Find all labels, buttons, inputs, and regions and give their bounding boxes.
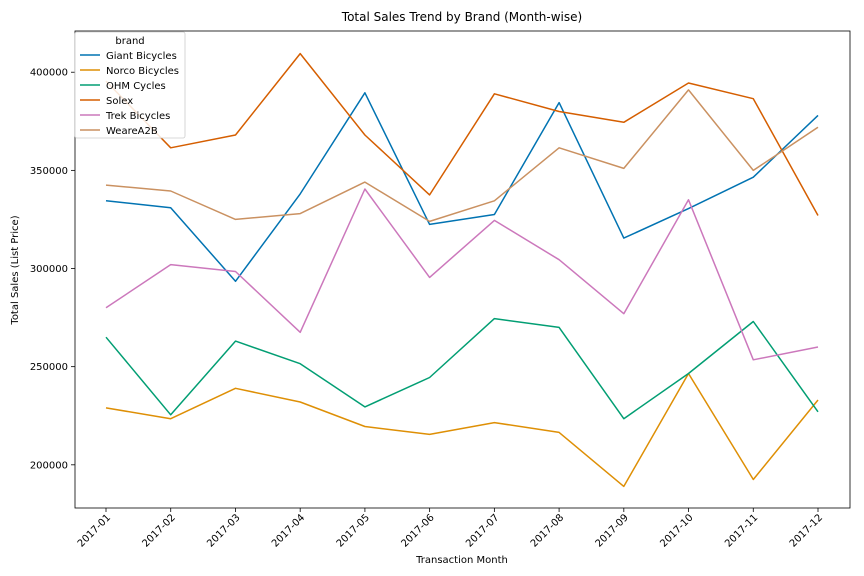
legend-label: WeareA2B [106, 126, 158, 137]
legend-label: Solex [106, 96, 133, 107]
y-tick-label: 300000 [30, 264, 68, 275]
series-line-solex [105, 52, 819, 216]
y-axis-label: Total Sales (List Price) [10, 215, 21, 325]
x-tick-label: 2017-03 [205, 512, 242, 549]
series-line-ohm-cycles [105, 317, 819, 420]
x-tick-label: 2017-06 [399, 512, 436, 549]
x-axis-label: Transaction Month [415, 555, 508, 566]
legend-box [74, 31, 186, 139]
series-line-trek-bicycles [105, 188, 819, 361]
x-tick-label: 2017-01 [76, 512, 113, 549]
legend-label: OHM Cycles [106, 81, 166, 92]
x-tick-label: 2017-09 [594, 512, 631, 549]
x-tick-label: 2017-07 [464, 512, 501, 549]
x-axis: 2017-01 2017-02 2017-03 2017-04 2017-05 2017-… [76, 508, 825, 550]
x-tick-label: 2017-10 [658, 512, 695, 549]
x-tick-label: 2017-04 [270, 512, 307, 549]
y-tick-label: 350000 [30, 166, 68, 177]
legend-items: Giant Bicycles Norco Bicycles OHM Cycles So… [80, 51, 179, 137]
chart-title: Total Sales Trend by Brand (Month-wise) [341, 10, 582, 24]
legend-title: brand [115, 36, 144, 47]
plot-area [74, 30, 851, 509]
x-tick-label: 2017-02 [141, 512, 178, 549]
series-lines [105, 52, 819, 488]
legend: brand Giant Bicycles Norco Bicycles OHM Cy… [74, 31, 186, 139]
y-axis: 200000 250000 300000 350000 400000 [30, 68, 75, 471]
series-line-wearea2b [105, 89, 819, 223]
x-tick-label: 2017-11 [723, 512, 760, 549]
legend-label: Trek Bicycles [105, 111, 170, 122]
y-tick-label: 200000 [30, 460, 68, 471]
x-tick-label: 2017-08 [529, 512, 566, 549]
y-tick-label: 250000 [30, 362, 68, 373]
legend-label: Giant Bicycles [106, 51, 177, 62]
x-tick-label: 2017-12 [788, 512, 825, 549]
legend-label: Norco Bicycles [106, 66, 179, 77]
series-line-giant-bicycles [105, 92, 819, 283]
x-tick-label: 2017-05 [335, 512, 372, 549]
series-line-norco-bicycles [105, 372, 819, 488]
y-tick-label: 400000 [30, 68, 68, 79]
